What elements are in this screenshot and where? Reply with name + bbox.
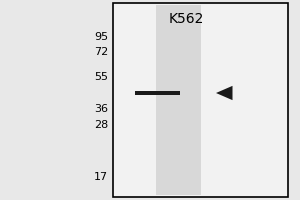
Text: 55: 55 (94, 72, 108, 82)
Bar (135, 91, 180, 95)
Text: 36: 36 (94, 104, 108, 114)
Bar (156, 5, 201, 195)
Text: 95: 95 (94, 32, 108, 42)
Text: 17: 17 (94, 172, 108, 182)
Text: K562: K562 (168, 12, 204, 26)
Bar (112, 3, 288, 197)
Text: 72: 72 (94, 47, 108, 57)
Polygon shape (216, 86, 232, 100)
Text: 28: 28 (94, 120, 108, 130)
